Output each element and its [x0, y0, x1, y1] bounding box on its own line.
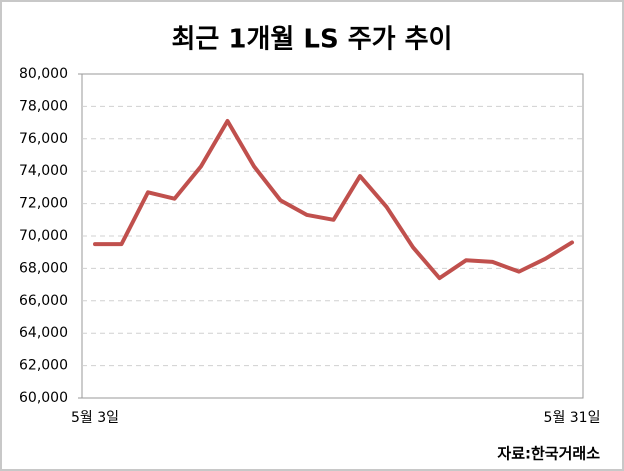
chart-title: 최근 1개월 LS 주가 추이	[172, 25, 453, 55]
y-tick-label: 68,000	[19, 260, 68, 276]
x-tick-label: 5월 31일	[544, 410, 601, 426]
x-tick-label: 5월 3일	[71, 410, 119, 426]
y-tick-label: 60,000	[19, 390, 68, 406]
y-tick-label: 70,000	[19, 228, 68, 244]
y-tick-label: 64,000	[19, 325, 68, 341]
y-tick-label: 62,000	[19, 358, 68, 374]
y-tick-label: 74,000	[19, 163, 68, 179]
y-tick-label: 72,000	[19, 196, 68, 212]
source: 자료:한국거래소	[497, 445, 600, 463]
line	[93, 118, 574, 281]
y-tick-label: 78,000	[19, 98, 68, 114]
y-tick-label: 80,000	[19, 66, 68, 82]
y-tick-label: 76,000	[19, 131, 68, 147]
y-tick-label: 66,000	[19, 293, 68, 309]
